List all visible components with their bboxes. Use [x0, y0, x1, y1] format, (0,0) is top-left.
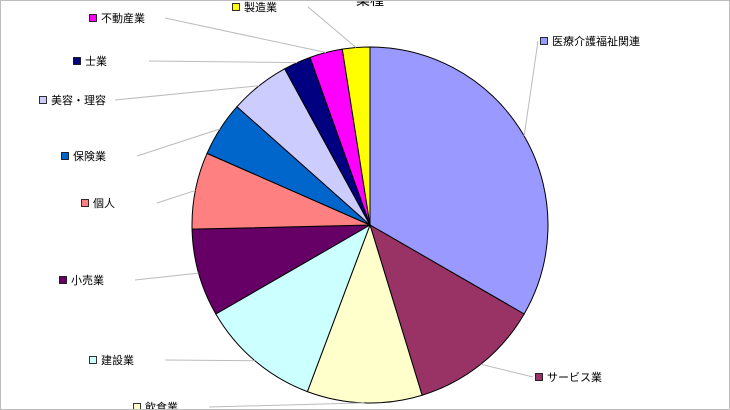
slice-label: 建設業 [101, 353, 134, 367]
pie-slice [215, 223, 371, 393]
slice-label: 飲食業 [145, 400, 178, 410]
leader-line [307, 6, 357, 48]
pie-slice [369, 46, 549, 315]
legend-marker [535, 373, 543, 381]
legend-marker [39, 96, 47, 104]
leader-line [148, 60, 298, 64]
legend-marker [89, 356, 97, 364]
slice-label: 小売業 [71, 274, 104, 287]
slice-label: 医療介護福祉関連 [552, 34, 640, 48]
slice-label: 美容・理容 [51, 93, 106, 107]
slice-label: 不動産業 [101, 11, 145, 25]
pie-slice [369, 223, 525, 396]
leader-line [114, 85, 260, 101]
slice-label: 製造業 [244, 1, 277, 14]
legend-marker [73, 57, 81, 65]
slice-label: サービス業 [547, 371, 602, 384]
leader-line [164, 359, 255, 362]
pie-slice [191, 224, 371, 315]
legend-marker [89, 14, 97, 22]
leader-line [164, 17, 327, 54]
leader-line [208, 402, 365, 408]
pie-slice [341, 46, 371, 226]
legend-marker [540, 37, 548, 45]
leader-line [136, 128, 221, 157]
chart-title: 業種 [356, 1, 384, 9]
leader-line [134, 272, 199, 281]
legend-marker [61, 152, 69, 160]
pie-slice [306, 223, 423, 404]
slice-label: 士業 [85, 55, 107, 68]
legend-marker [81, 199, 89, 207]
legend-marker [133, 403, 141, 409]
legend-marker [59, 276, 67, 284]
slice-label: 個人 [93, 197, 115, 210]
leader-line [480, 363, 534, 378]
leader-line [156, 189, 196, 204]
slice-label: 保険業 [73, 149, 106, 163]
legend-marker [232, 3, 240, 11]
leader-line [523, 40, 539, 137]
